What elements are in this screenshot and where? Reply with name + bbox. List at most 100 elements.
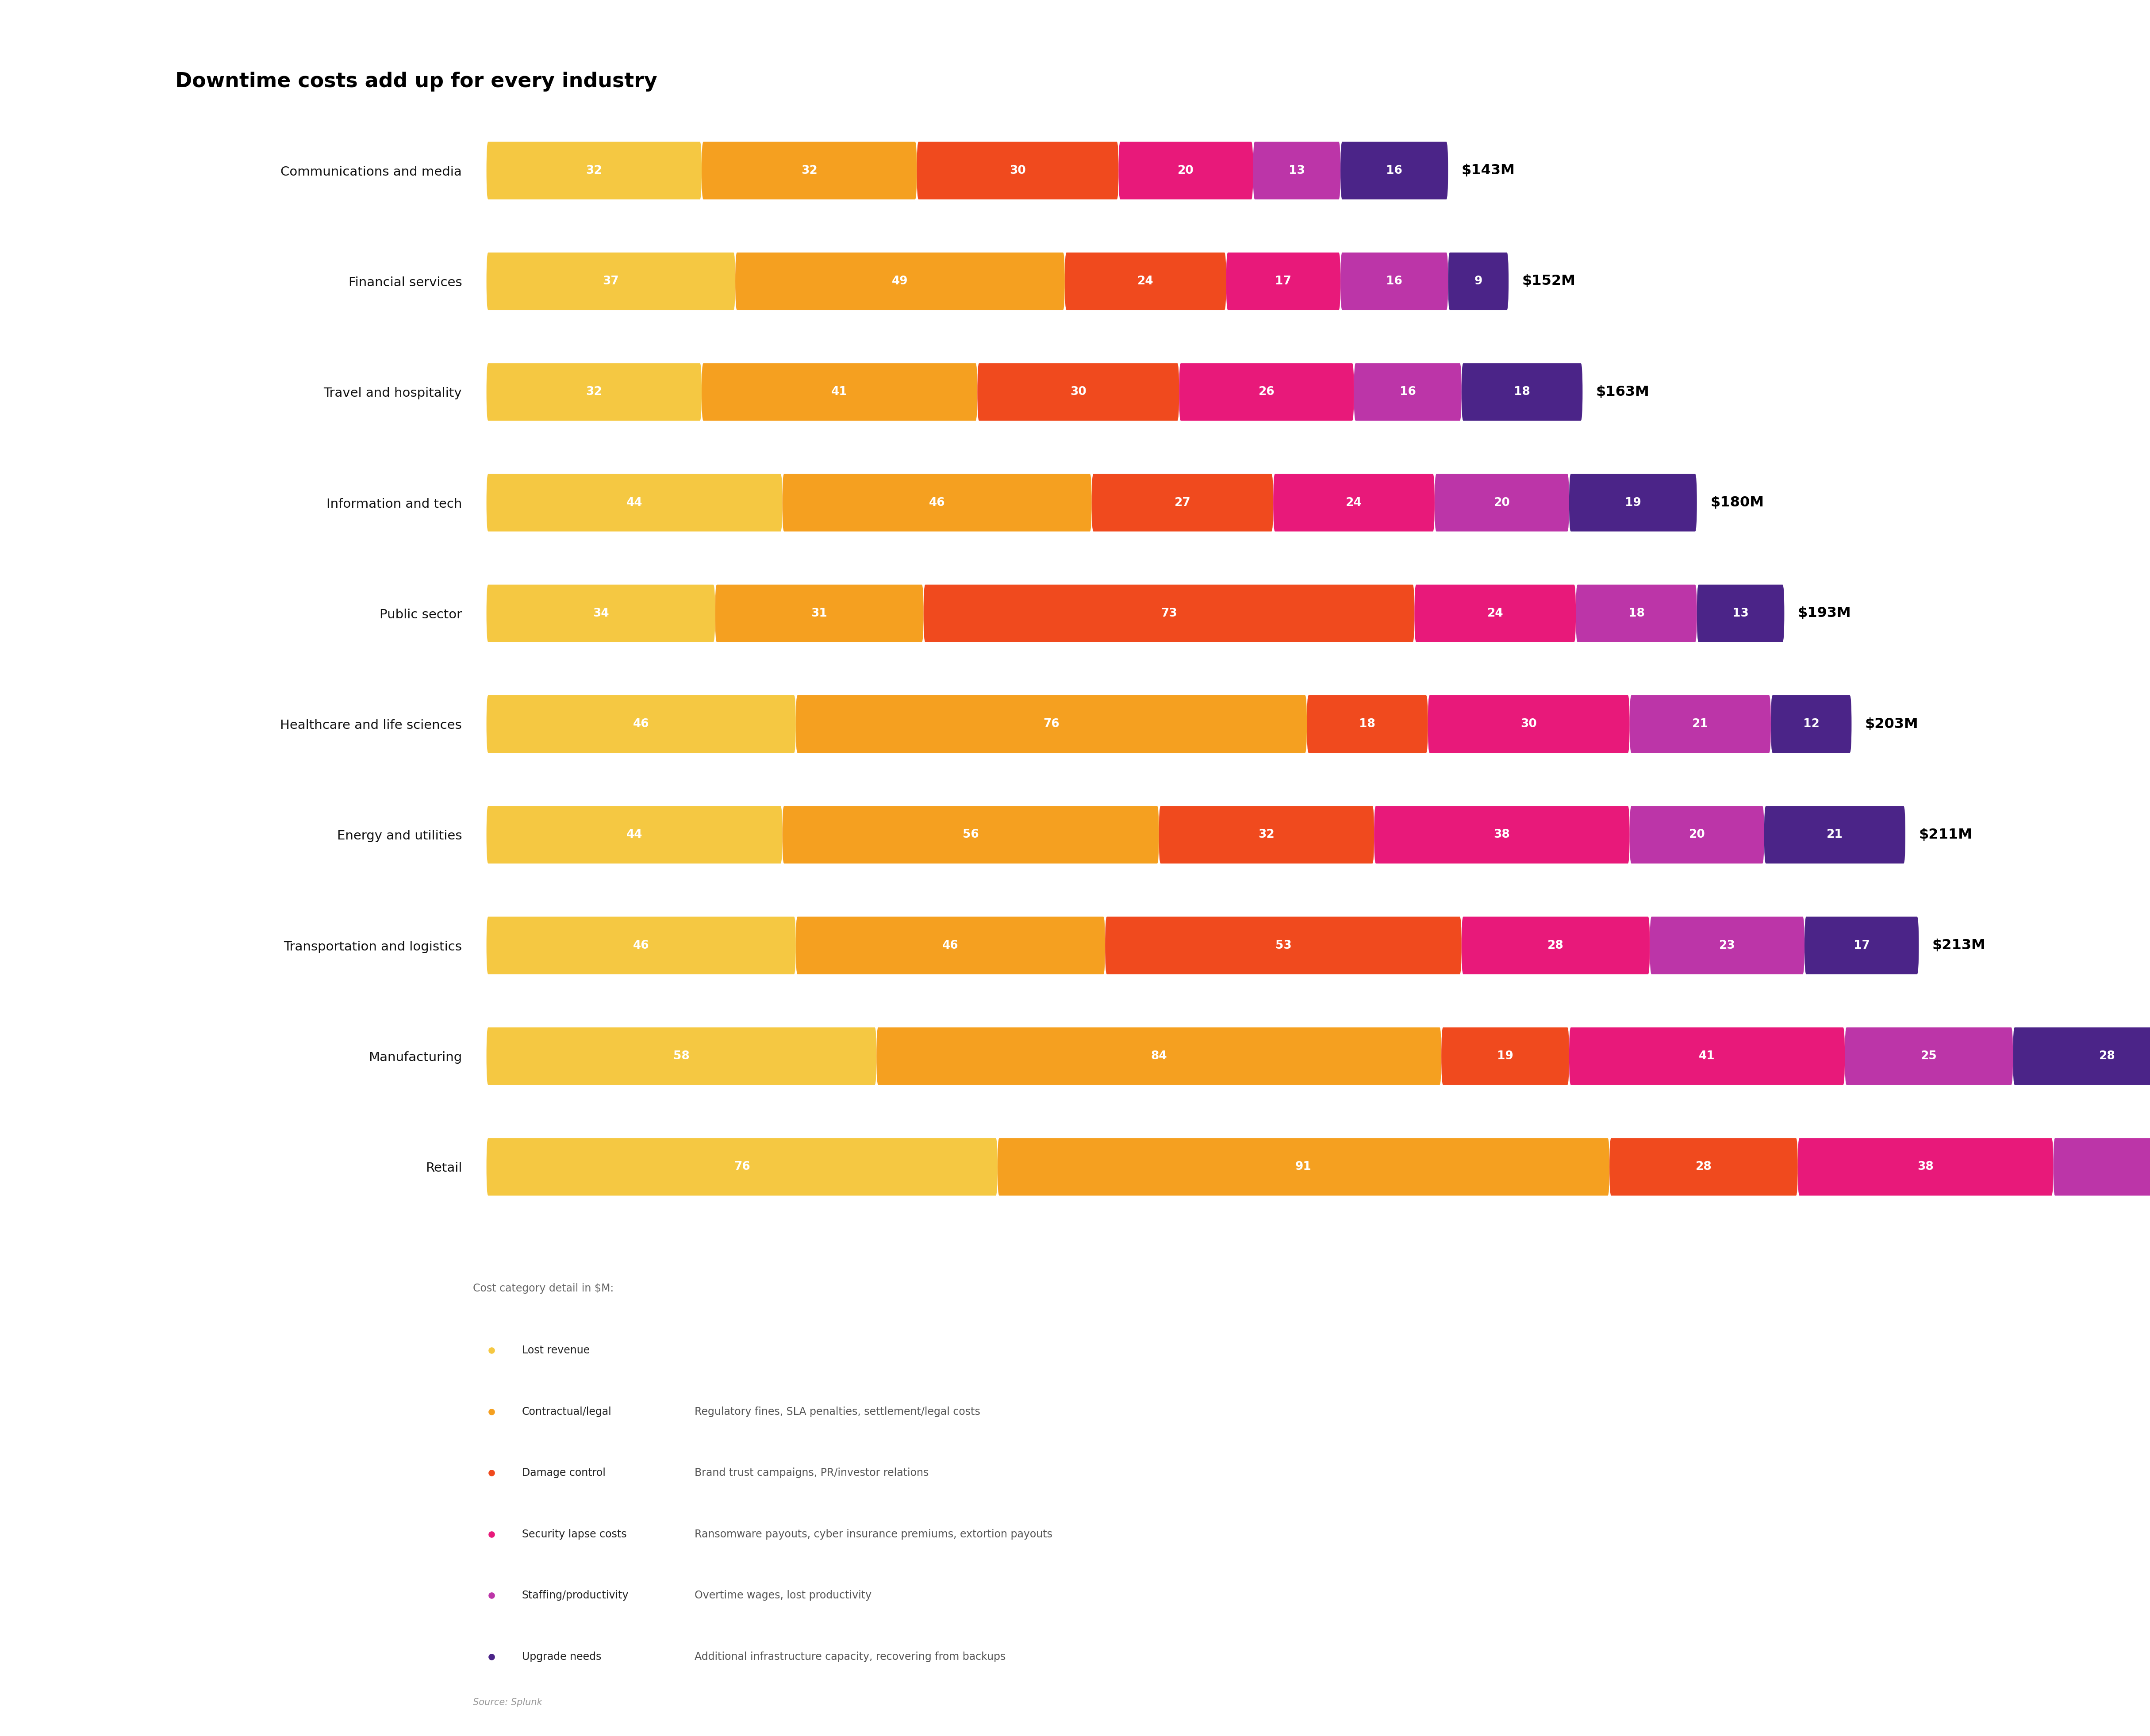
- Text: 46: 46: [929, 496, 946, 509]
- FancyBboxPatch shape: [796, 917, 1105, 974]
- FancyBboxPatch shape: [1118, 142, 1253, 200]
- FancyBboxPatch shape: [1462, 363, 1582, 420]
- Text: Source: Splunk: Source: Splunk: [473, 1698, 542, 1706]
- Text: Lost revenue: Lost revenue: [522, 1345, 589, 1356]
- Text: 17: 17: [1275, 276, 1292, 286]
- Text: 24: 24: [1137, 276, 1155, 286]
- FancyBboxPatch shape: [486, 1028, 877, 1085]
- Text: 91: 91: [1294, 1161, 1312, 1172]
- FancyBboxPatch shape: [1440, 1028, 1570, 1085]
- Text: 49: 49: [892, 276, 907, 286]
- FancyBboxPatch shape: [486, 252, 735, 311]
- FancyBboxPatch shape: [783, 806, 1159, 863]
- Text: 18: 18: [1628, 608, 1645, 620]
- FancyBboxPatch shape: [1273, 474, 1434, 531]
- FancyBboxPatch shape: [1225, 252, 1339, 311]
- Text: 46: 46: [632, 939, 649, 951]
- FancyBboxPatch shape: [1576, 585, 1696, 642]
- Text: $143M: $143M: [1462, 163, 1516, 177]
- Text: 84: 84: [1150, 1050, 1167, 1062]
- Text: 19: 19: [1496, 1050, 1514, 1062]
- Text: 18: 18: [1359, 719, 1376, 729]
- Text: 32: 32: [1258, 830, 1275, 840]
- Text: 26: 26: [1258, 385, 1275, 398]
- FancyBboxPatch shape: [1804, 917, 1918, 974]
- Text: 21: 21: [1692, 719, 1709, 729]
- Text: Damage control: Damage control: [522, 1467, 606, 1479]
- Text: 46: 46: [632, 719, 649, 729]
- FancyBboxPatch shape: [1105, 917, 1462, 974]
- Text: 21: 21: [1828, 830, 1843, 840]
- FancyBboxPatch shape: [486, 1139, 998, 1196]
- Text: 31: 31: [811, 608, 828, 620]
- FancyBboxPatch shape: [486, 806, 783, 863]
- Text: 41: 41: [832, 385, 847, 398]
- Text: 17: 17: [1853, 939, 1870, 951]
- FancyBboxPatch shape: [1434, 474, 1570, 531]
- Text: 23: 23: [1720, 939, 1735, 951]
- Text: 16: 16: [1387, 165, 1402, 177]
- FancyBboxPatch shape: [1462, 917, 1649, 974]
- FancyBboxPatch shape: [486, 696, 796, 753]
- Text: $163M: $163M: [1595, 385, 1649, 399]
- Text: 30: 30: [1520, 719, 1537, 729]
- Text: $213M: $213M: [1933, 939, 1987, 953]
- Text: 13: 13: [1288, 165, 1305, 177]
- Text: 58: 58: [673, 1050, 690, 1062]
- FancyBboxPatch shape: [1415, 585, 1576, 642]
- FancyBboxPatch shape: [1092, 474, 1273, 531]
- Text: 32: 32: [587, 385, 602, 398]
- Text: 37: 37: [602, 276, 619, 286]
- FancyBboxPatch shape: [1696, 585, 1784, 642]
- FancyBboxPatch shape: [924, 585, 1415, 642]
- Text: 28: 28: [1696, 1161, 1711, 1172]
- FancyBboxPatch shape: [1649, 917, 1804, 974]
- FancyBboxPatch shape: [1772, 696, 1851, 753]
- Text: 24: 24: [1346, 496, 1363, 509]
- Text: 28: 28: [1548, 939, 1563, 951]
- Text: 30: 30: [1071, 385, 1086, 398]
- FancyBboxPatch shape: [2012, 1028, 2150, 1085]
- FancyBboxPatch shape: [1159, 806, 1374, 863]
- Text: 18: 18: [1514, 385, 1531, 398]
- FancyBboxPatch shape: [1797, 1139, 2053, 1196]
- FancyBboxPatch shape: [486, 363, 701, 420]
- Text: Overtime wages, lost productivity: Overtime wages, lost productivity: [694, 1590, 871, 1601]
- FancyBboxPatch shape: [1630, 806, 1765, 863]
- FancyBboxPatch shape: [978, 363, 1178, 420]
- Text: 56: 56: [963, 830, 978, 840]
- Text: $211M: $211M: [1918, 828, 1972, 842]
- FancyBboxPatch shape: [1569, 474, 1696, 531]
- Text: 20: 20: [1178, 165, 1193, 177]
- Text: 32: 32: [587, 165, 602, 177]
- Text: 46: 46: [942, 939, 959, 951]
- FancyBboxPatch shape: [796, 696, 1307, 753]
- Text: $203M: $203M: [1864, 717, 1918, 731]
- Text: 38: 38: [1918, 1161, 1933, 1172]
- Point: [1385, 809, 1419, 837]
- Text: 76: 76: [1043, 719, 1060, 729]
- Text: 24: 24: [1488, 608, 1503, 620]
- Text: Upgrade needs: Upgrade needs: [522, 1651, 602, 1661]
- FancyBboxPatch shape: [783, 474, 1092, 531]
- FancyBboxPatch shape: [1354, 363, 1462, 420]
- Text: $193M: $193M: [1797, 606, 1851, 620]
- FancyBboxPatch shape: [1845, 1028, 2012, 1085]
- Text: 16: 16: [1400, 385, 1417, 398]
- FancyBboxPatch shape: [486, 142, 701, 200]
- Text: 41: 41: [1698, 1050, 1716, 1062]
- Point: [1385, 1364, 1419, 1392]
- Text: 34: 34: [593, 608, 608, 620]
- Text: 38: 38: [1494, 830, 1509, 840]
- Text: 28: 28: [2098, 1050, 2116, 1062]
- Text: 12: 12: [1804, 719, 1819, 729]
- Text: 25: 25: [1920, 1050, 1937, 1062]
- Text: Staffing/productivity: Staffing/productivity: [522, 1590, 628, 1601]
- Text: Cost category detail in $M:: Cost category detail in $M:: [473, 1283, 613, 1293]
- FancyBboxPatch shape: [1630, 696, 1772, 753]
- Text: $180M: $180M: [1711, 496, 1763, 510]
- FancyBboxPatch shape: [1765, 806, 1905, 863]
- FancyBboxPatch shape: [701, 142, 916, 200]
- Text: Contractual/legal: Contractual/legal: [522, 1406, 611, 1417]
- Point: [1385, 252, 1419, 279]
